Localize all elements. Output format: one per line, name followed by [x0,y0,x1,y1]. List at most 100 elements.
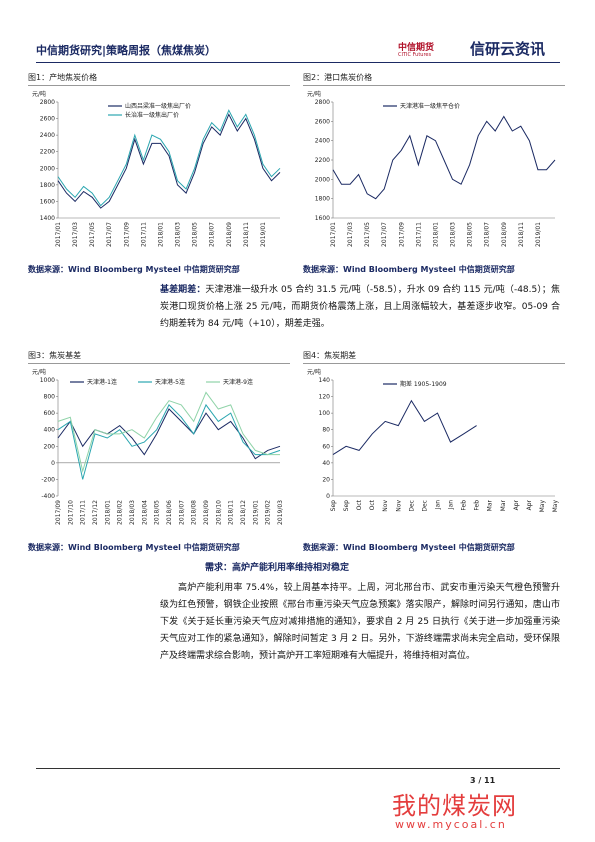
text: 天津港准一级升水 05 合约 31.5 元/吨（-58.5），升水 09 合约 … [160,285,560,329]
x-tick-label: 2017/03 [347,222,354,247]
chart: 元/吨 1400 1600 1800 2000 2200 2400 2600 2800 2017/… [32,90,281,247]
x-tick-label: 2018/02 [117,500,124,525]
chart: 元/吨 1600 1800 2000 2200 2400 2600 2800 2017/01 20… [307,90,556,247]
x-tick-label: 2018/08 [191,500,198,525]
source: 数据来源：Wind Bloomberg Mysteel 中信期货研究部 [28,265,240,274]
unit-label: 元/吨 [307,90,321,98]
x-tick-label: May [552,500,559,513]
lead: 基差期差： [160,285,206,295]
x-tick-label: 2018/03 [175,222,182,247]
x-tick-label: 2017/10 [67,500,74,525]
x-tick-label: 2018/07 [178,500,185,525]
x-tick-label: 2019/02 [265,500,272,525]
x-tick-label: 2018/01 [104,500,111,525]
y-tick-label: 0 [326,493,330,500]
logo-en: CITIC Futures [398,52,432,58]
x-tick-label: Sep [343,500,350,512]
x-tick-label: 2019/01 [535,222,542,247]
logo-name: 中信期货 [398,43,435,53]
x-tick-label: 2018/05 [192,222,199,247]
legend-label: 天津港准一级焦平仓价 [400,102,460,110]
watermark: 我的煤炭网 [392,792,517,820]
x-tick-label: 2019/01 [252,500,259,525]
x-tick-label: 2018/06 [166,500,173,525]
y-tick-label: 2200 [315,157,330,164]
x-tick-label: Sep [330,500,337,512]
legend-label: 天津港-5连 [155,378,185,386]
x-tick-label: 2017/09 [398,222,405,247]
x-tick-label: Jan [434,500,441,510]
y-tick-label: 2600 [315,118,330,125]
y-tick-label: 2400 [40,132,55,139]
watermark-url: www.mycoal.cn [395,818,507,831]
series-line [332,399,477,456]
y-tick-label: -400 [41,493,55,500]
x-tick-label: 2018/07 [209,222,216,247]
x-tick-label: 2018/05 [467,222,474,247]
x-tick-label: Mar [500,499,507,511]
x-tick-label: 2018/11 [518,222,525,247]
x-tick-label: 2017/09 [55,500,62,525]
y-tick-label: 0 [51,460,55,467]
unit-label: 元/吨 [32,90,46,98]
x-tick-label: Dec [408,500,415,512]
x-tick-label: 2017/05 [89,222,96,247]
y-tick-label: 2600 [40,116,55,123]
paragraph: 高炉产能利用率 75.4%，较上周基本持平。上周，河北邢台市、武安市重污染天气橙… [160,583,560,661]
x-tick-label: Feb [474,500,481,511]
x-tick-label: 2017/11 [415,222,422,247]
series-line [57,109,281,207]
y-tick-label: 1400 [40,215,55,222]
x-tick-label: 2018/12 [240,500,247,525]
x-tick-label: 2017/05 [364,222,371,247]
y-tick-label: 800 [44,394,56,401]
y-tick-label: -200 [41,476,55,483]
legend-label: 期差 1905-1909 [400,380,447,388]
y-tick-label: 2000 [315,176,330,183]
x-tick-label: Feb [461,500,468,511]
source: 数据来源：Wind Bloomberg Mysteel 中信期货研究部 [303,265,515,274]
x-tick-label: 2018/04 [141,500,148,525]
x-tick-label: 2018/11 [243,222,250,247]
x-tick-label: 2017/11 [80,500,87,525]
x-tick-label: 2018/09 [226,222,233,247]
series-line [57,408,281,460]
y-tick-label: 1800 [315,196,330,203]
unit-label: 元/吨 [307,368,321,376]
header-rule [36,62,560,63]
figure-title: 图1：产地焦炭价格 [28,72,290,86]
figure-title: 图4：焦炭期差 [303,350,565,364]
y-tick-label: 1600 [40,198,55,205]
y-tick-label: 1800 [40,182,55,189]
x-tick-label: 2017/01 [330,222,337,247]
x-tick-label: Apr [513,499,520,510]
source: 数据来源：Wind Bloomberg Mysteel 中信期货研究部 [28,543,240,552]
y-tick-label: 400 [44,427,56,434]
x-tick-label: 2017/01 [55,222,62,247]
x-tick-label: 2018/10 [215,500,222,525]
x-tick-label: Nov [382,500,389,512]
y-tick-label: 2200 [40,149,55,156]
y-tick-label: 20 [322,476,330,483]
legend-label: 天津港-9连 [223,378,253,386]
x-tick-label: 2018/03 [129,500,136,525]
x-tick-label: 2019/01 [260,222,267,247]
y-tick-label: 2400 [315,138,330,145]
y-tick-label: 40 [322,460,330,467]
x-tick-label: 2017/12 [92,500,99,525]
figure-title: 图3：焦炭基差 [28,350,290,364]
x-tick-label: 2017/07 [381,222,388,247]
chart: 元/吨 0 20 40 60 80 100 120 140 Sep Sep Oct Oct Nov Nov D… [307,368,559,513]
x-tick-label: Apr [526,499,533,510]
x-tick-label: 2018/11 [228,500,235,525]
y-tick-label: 1000 [40,377,55,384]
y-tick-label: 2800 [40,99,55,106]
paragraph: 基差期差：天津港准一级升水 05 合约 31.5 元/吨（-58.5），升水 0… [160,282,560,333]
x-tick-label: 2018/01 [432,222,439,247]
series-line [57,113,281,209]
y-tick-label: 1600 [315,215,330,222]
x-tick-label: Oct [369,499,376,510]
y-tick-label: 600 [44,410,56,417]
y-tick-label: 60 [322,443,330,450]
